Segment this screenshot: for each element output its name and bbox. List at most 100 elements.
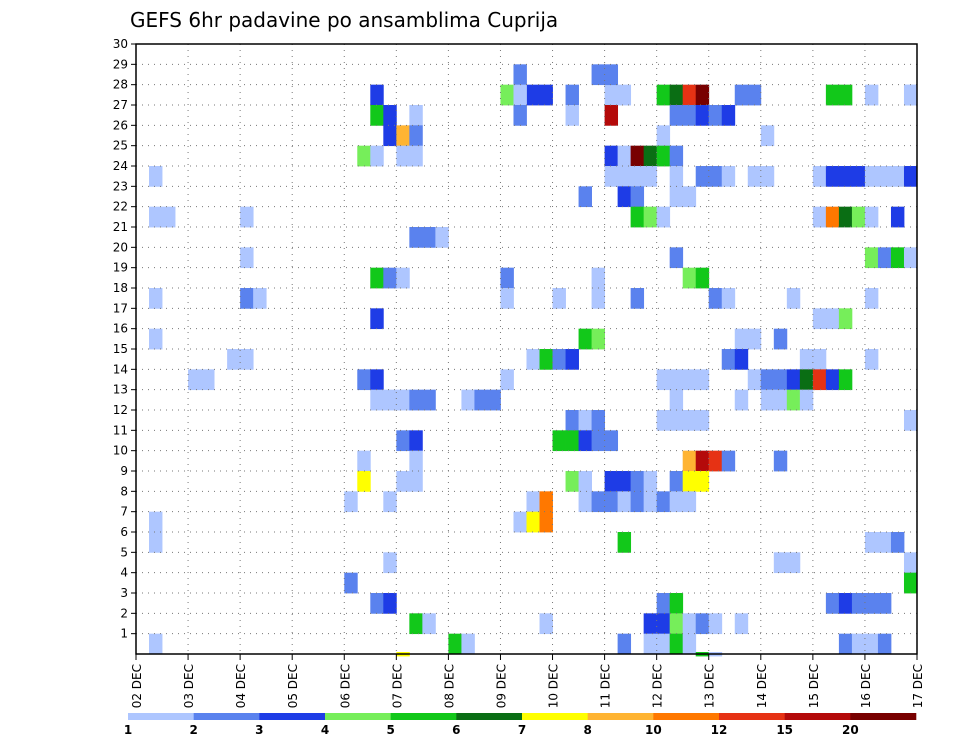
heatmap-cell [825, 206, 840, 228]
heatmap-cell [565, 349, 579, 370]
colorbar-label: 3 [255, 723, 263, 737]
colorbar-label: 5 [386, 723, 394, 737]
heatmap-cell [799, 369, 814, 391]
x-tick-label: 02 DEC [130, 664, 144, 708]
heatmap-cell [500, 267, 514, 289]
colorbar-label: 8 [583, 723, 591, 737]
heatmap-cell [760, 369, 775, 391]
heatmap-cell [877, 166, 892, 187]
heatmap-cell [396, 267, 410, 289]
heatmap-cell [357, 145, 371, 167]
heatmap-cell [838, 633, 853, 655]
colorbar-segment [390, 713, 457, 720]
x-tick-label: 14 DEC [755, 664, 769, 708]
colorbar-segment [259, 713, 326, 720]
y-tick-label: 3 [120, 586, 128, 600]
heatmap-cell [682, 450, 697, 472]
x-tick-label: 10 DEC [547, 664, 561, 708]
heatmap-cell [695, 369, 710, 391]
heatmap-cell [669, 471, 684, 492]
x-tick-label: 08 DEC [442, 664, 456, 708]
heatmap-cell [643, 491, 658, 513]
heatmap-cell [877, 593, 892, 614]
heatmap-cell [734, 84, 749, 106]
heatmap-cell [643, 166, 658, 187]
heatmap-cell [890, 166, 905, 187]
heatmap-cell [630, 288, 645, 309]
heatmap-cell [513, 105, 527, 126]
heatmap-cell [253, 288, 267, 309]
heatmap-cell [656, 145, 671, 167]
heatmap-cell [877, 532, 892, 553]
heatmap-cell [747, 369, 762, 391]
heatmap-cell [240, 247, 254, 269]
heatmap-cell [708, 166, 723, 187]
heatmap-cell [565, 410, 579, 431]
heatmap-cell [357, 369, 371, 391]
heatmap-cell [773, 328, 788, 350]
heatmap-cell [370, 369, 384, 391]
heatmap-cell [617, 491, 632, 513]
heatmap-cell [656, 369, 671, 391]
heatmap-cell [617, 633, 632, 655]
y-tick-label: 22 [113, 200, 128, 214]
heatmap-cell [409, 471, 423, 492]
heatmap-cell [877, 633, 892, 655]
heatmap-cell [656, 206, 671, 228]
heatmap-cell [604, 430, 619, 452]
heatmap-cell [669, 593, 684, 614]
heatmap-cell [383, 267, 397, 289]
heatmap-cell [383, 491, 397, 513]
heatmap-cell [773, 552, 788, 574]
heatmap-cell [565, 471, 579, 492]
heatmap-cell [591, 267, 605, 289]
heatmap-cell [825, 84, 840, 106]
heatmap-cell [539, 349, 553, 370]
x-tick-label: 11 DEC [599, 664, 613, 708]
heatmap-cell [422, 613, 436, 635]
heatmap-cell [500, 369, 514, 391]
heatmap-cell [838, 206, 853, 228]
colorbar-label: 6 [452, 723, 460, 737]
heatmap-cell [617, 166, 632, 187]
heatmap-cell [630, 471, 645, 492]
heatmap-cell [708, 613, 723, 635]
heatmap-cell [864, 288, 879, 309]
heatmap-cells [149, 64, 918, 657]
y-tick-label: 12 [113, 403, 128, 417]
heatmap-cell [851, 206, 866, 228]
heatmap-cell [643, 633, 658, 655]
heatmap-cell [734, 613, 749, 635]
heatmap-cell [500, 84, 514, 106]
heatmap-cell [669, 389, 684, 411]
heatmap-cell [721, 450, 736, 472]
heatmap-cell [721, 288, 736, 309]
heatmap-cell [734, 389, 749, 411]
dotted-grid [136, 44, 917, 654]
heatmap-cell [565, 84, 579, 106]
heatmap-cell [396, 471, 410, 492]
heatmap-cell [578, 186, 592, 208]
heatmap-cell [526, 491, 540, 513]
heatmap-cell [838, 84, 853, 106]
y-tick-label: 29 [113, 57, 128, 71]
heatmap-cell [669, 166, 684, 187]
heatmap-cell [201, 369, 215, 391]
heatmap-cell [656, 491, 671, 513]
heatmap-cell [643, 613, 658, 635]
colorbar-label: 2 [189, 723, 197, 737]
heatmap-cell [383, 552, 397, 574]
heatmap-cell [669, 186, 684, 208]
heatmap-cell [643, 206, 658, 228]
heatmap-cell [864, 84, 879, 106]
axis-ticks: 1234567891011121314151617181920212223242… [113, 37, 925, 708]
heatmap-cell [526, 84, 540, 106]
heatmap-cell [461, 633, 475, 655]
heatmap-cell [838, 308, 853, 330]
heatmap-cell [903, 247, 918, 269]
heatmap-cell [552, 430, 566, 452]
heatmap-cell [799, 389, 814, 411]
heatmap-cell [383, 105, 397, 126]
heatmap-cell [422, 227, 436, 248]
y-tick-label: 28 [113, 78, 128, 92]
